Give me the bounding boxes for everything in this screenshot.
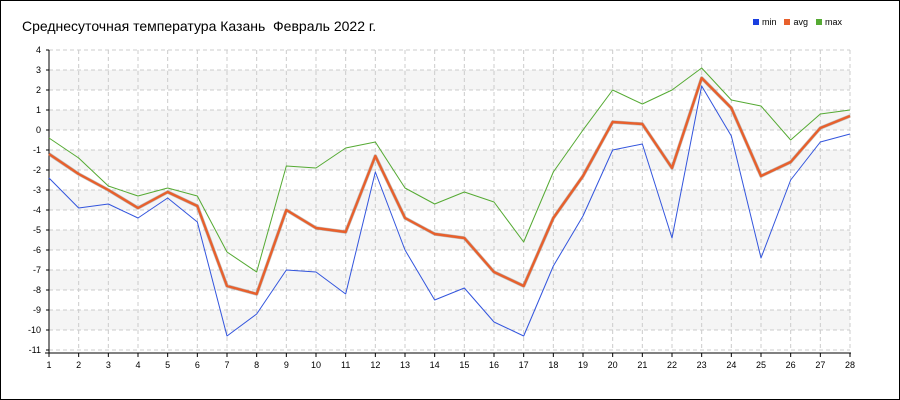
x-tick-label: 24 bbox=[726, 360, 736, 370]
x-tick-label: 3 bbox=[106, 360, 111, 370]
y-tick-label: -2 bbox=[33, 165, 41, 175]
series-line-avg bbox=[48, 76, 851, 296]
x-tick-label: 15 bbox=[459, 360, 469, 370]
legend: min avg max bbox=[752, 17, 842, 27]
grid-band bbox=[49, 310, 850, 330]
y-tick-label: 2 bbox=[36, 85, 41, 95]
y-tick-label: -1 bbox=[33, 145, 41, 155]
x-tick-label: 12 bbox=[370, 360, 380, 370]
x-tick-label: 5 bbox=[165, 360, 170, 370]
legend-item-avg: avg bbox=[784, 17, 808, 27]
y-tick-label: -3 bbox=[33, 185, 41, 195]
x-tick-label: 28 bbox=[845, 360, 855, 370]
y-tick-label: -7 bbox=[33, 265, 41, 275]
grid-band bbox=[49, 110, 850, 130]
y-tick-label: -5 bbox=[33, 225, 41, 235]
x-tick-label: 11 bbox=[341, 360, 350, 370]
legend-swatch-min bbox=[752, 19, 759, 25]
y-tick-label: -8 bbox=[33, 285, 41, 295]
legend-item-min: min bbox=[752, 17, 777, 27]
x-tick-label: 14 bbox=[430, 360, 440, 370]
grid-band bbox=[49, 190, 850, 210]
legend-label-max: max bbox=[824, 17, 842, 27]
grid-band bbox=[49, 70, 850, 90]
x-tick-label: 7 bbox=[224, 360, 229, 370]
chart-title: Среднесуточная температура Казань Феврал… bbox=[22, 18, 377, 34]
x-tick-label: 2 bbox=[76, 360, 81, 370]
x-tick-label: 4 bbox=[135, 360, 140, 370]
y-tick-label: -10 bbox=[28, 325, 41, 335]
legend-swatch-avg bbox=[784, 19, 791, 25]
grid-band bbox=[49, 230, 850, 250]
x-tick-label: 18 bbox=[548, 360, 558, 370]
series-line-max bbox=[48, 67, 851, 273]
x-tick-label: 21 bbox=[637, 360, 647, 370]
y-tick-label: 0 bbox=[36, 125, 41, 135]
x-tick-label: 9 bbox=[284, 360, 289, 370]
x-tick-label: 27 bbox=[815, 360, 825, 370]
y-tick-label: -9 bbox=[33, 305, 41, 315]
legend-swatch-max bbox=[815, 19, 822, 25]
x-tick-label: 10 bbox=[311, 360, 321, 370]
y-tick-label: 4 bbox=[36, 45, 41, 55]
x-tick-label: 25 bbox=[756, 360, 766, 370]
grid-band bbox=[49, 150, 850, 170]
x-tick-label: 1 bbox=[46, 360, 51, 370]
x-tick-label: 22 bbox=[667, 360, 677, 370]
y-tick-label: 1 bbox=[36, 105, 41, 115]
x-tick-label: 6 bbox=[195, 360, 200, 370]
y-tick-label: 3 bbox=[36, 65, 41, 75]
legend-item-max: max bbox=[815, 17, 842, 27]
legend-label-min: min bbox=[761, 17, 777, 27]
x-tick-label: 23 bbox=[697, 360, 707, 370]
legend-label-avg: avg bbox=[793, 17, 808, 27]
y-tick-label: -11 bbox=[29, 345, 41, 355]
y-tick-label: -4 bbox=[33, 205, 41, 215]
x-tick-label: 19 bbox=[578, 360, 588, 370]
x-tick-label: 17 bbox=[519, 360, 529, 370]
x-tick-label: 16 bbox=[489, 360, 499, 370]
y-tick-label: -6 bbox=[33, 245, 41, 255]
grid-band bbox=[49, 270, 850, 290]
x-tick-label: 13 bbox=[400, 360, 410, 370]
x-tick-label: 26 bbox=[786, 360, 796, 370]
x-tick-label: 8 bbox=[254, 360, 259, 370]
x-tick-label: 20 bbox=[608, 360, 618, 370]
series-line-min bbox=[48, 85, 851, 337]
